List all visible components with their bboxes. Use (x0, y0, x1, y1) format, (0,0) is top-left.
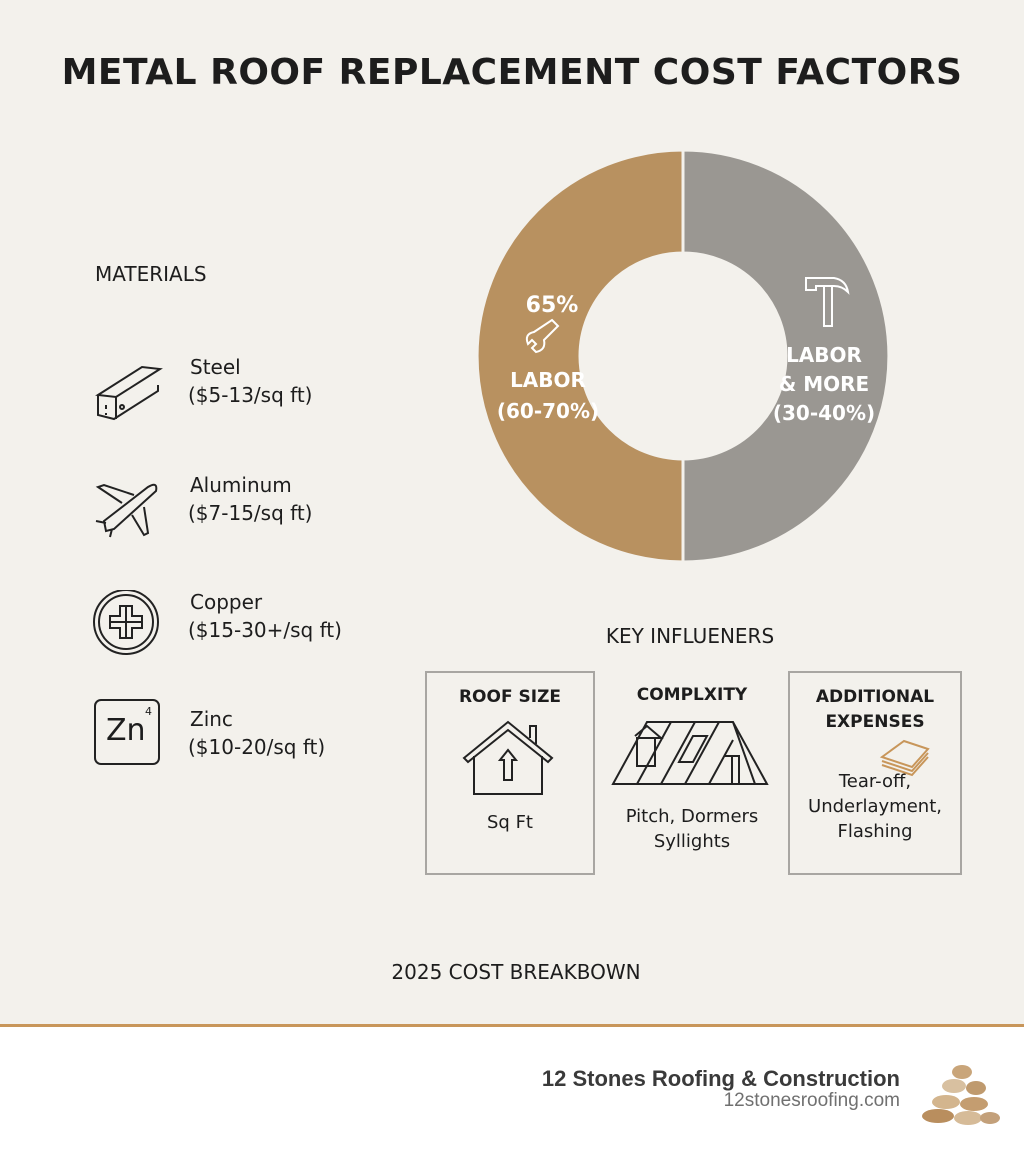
labor-percent: 65% (526, 293, 579, 318)
box-title: EXPENSES (825, 712, 925, 732)
material-copper: Copper ($15-30+/sq ft) (92, 590, 392, 660)
copper-coin-icon (93, 590, 159, 655)
box-title: COMPLXITY (636, 685, 748, 705)
labor-label: LABOR (510, 368, 586, 392)
more-range: (30-40%) (773, 401, 875, 425)
box-text: Syllights (653, 831, 731, 852)
hammer-icon (805, 277, 850, 327)
material-zinc: Zn 4 Zinc ($10-20/sq ft) (92, 699, 392, 777)
materials-heading: MATERIALS (95, 262, 207, 286)
influencers-heading: KEY INFLUENERS (605, 624, 775, 648)
donut-slice-labor-and-more (681, 148, 891, 564)
airplane-icon (95, 483, 158, 538)
influencer-complexity: COMPLXITY Pitch, Dormers Syllights (600, 671, 784, 875)
box-title: ADDITIONAL (815, 687, 935, 707)
company-name: 12 Stones Roofing & Construction (541, 1066, 900, 1091)
stone-pile-logo (922, 1065, 1000, 1125)
more-label-2: & MORE (779, 372, 869, 396)
influencer-additional-expenses: ADDITIONAL EXPENSES Tear-off, Underlayme… (788, 671, 962, 875)
material-steel: Steel ($5-13/sq ft) (92, 355, 392, 425)
house-icon (462, 720, 554, 795)
material-name: Aluminum (190, 473, 292, 497)
more-label-1: LABOR (786, 343, 862, 367)
box-text: Tear-off, (838, 771, 912, 792)
materials-stack-icon (879, 739, 930, 777)
material-name: Steel (190, 355, 241, 379)
steel-beam-icon (95, 365, 163, 421)
footer (0, 1024, 1024, 1157)
breakdown-caption: 2025 COST BREAKBOWN (391, 960, 641, 984)
zinc-element-icon: Zn 4 (94, 699, 160, 765)
material-name: Copper (190, 590, 263, 614)
company-url[interactable]: 12stonesroofing.com (723, 1090, 900, 1111)
zinc-number: 4 (145, 705, 152, 718)
labor-range: (60-70%) (497, 399, 599, 423)
box-text: Sq Ft (487, 812, 533, 833)
roof-icon (611, 721, 769, 785)
material-price: ($5-13/sq ft) (188, 383, 313, 407)
box-title: ROOF SIZE (458, 687, 562, 707)
material-name: Zinc (190, 707, 233, 731)
material-price: ($7-15/sq ft) (188, 501, 313, 525)
brand-block: 12 Stones Roofing & Construction 12stone… (542, 1066, 900, 1112)
box-text: Flashing (837, 821, 913, 842)
donut-slice-labor (475, 148, 685, 564)
material-price: ($15-30+/sq ft) (188, 618, 342, 642)
zinc-symbol: Zn (106, 713, 146, 748)
cost-donut-chart: 65% LABOR (60-70%) LABOR & MORE (30-40%) (475, 148, 891, 564)
influencer-roof-size: ROOF SIZE Sq Ft (425, 671, 595, 875)
material-price: ($10-20/sq ft) (188, 735, 326, 759)
box-text: Underlayment, (808, 796, 942, 817)
box-text: Pitch, Dormers (625, 806, 759, 827)
page-title: METAL ROOF REPLACEMENT COST FACTORS (61, 52, 963, 93)
wrench-icon (525, 318, 560, 354)
material-aluminum: Aluminum ($7-15/sq ft) (92, 473, 392, 543)
